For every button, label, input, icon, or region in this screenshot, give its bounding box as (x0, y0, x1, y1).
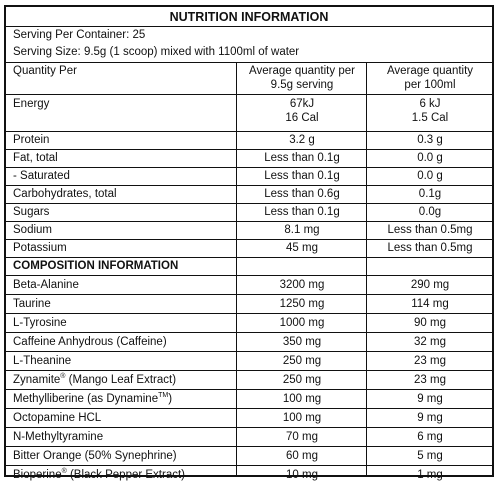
ingredient-per-serving: 250 mg (282, 374, 322, 386)
divider (6, 221, 492, 222)
nutrient-per-serving: 45 mg (286, 242, 318, 254)
ingredient-per-serving: 70 mg (286, 431, 318, 443)
ingredient-name: Methylliberine (as DynamineTM) (13, 392, 173, 405)
ingredient-per-100ml: 32 mg (414, 336, 446, 348)
ingredient-per-serving: 3200 mg (279, 279, 325, 291)
ingredient-per-serving: 100 mg (282, 412, 322, 424)
divider (6, 203, 492, 204)
ingredient-per-100ml: 114 mg (411, 298, 449, 310)
header-per-100ml: Average quantity per 100ml (368, 64, 492, 92)
divider (6, 351, 492, 352)
nutrient-name: - Saturated (13, 170, 70, 182)
divider (6, 275, 492, 276)
nutrient-per-serving: Less than 0.1g (264, 170, 340, 182)
serving-size: Serving Size: 9.5g (1 scoop) mixed with … (13, 46, 300, 58)
ingredient-name: Zynamite® (Mango Leaf Extract) (13, 373, 177, 386)
divider (6, 465, 492, 466)
ingredient-per-100ml: 6 mg (417, 431, 443, 443)
nutrient-per-serving: 8.1 mg (284, 224, 320, 236)
trademark-mark: TM (158, 392, 169, 400)
ingredient-per-serving: 60 mg (286, 450, 318, 462)
nutrient-name: Carbohydrates, total (13, 188, 117, 200)
nutrient-per-serving: 16 Cal (285, 112, 319, 124)
ingredient-name: Bitter Orange (50% Synephrine) (13, 450, 177, 462)
ingredient-name: L-Tyrosine (13, 317, 67, 329)
nutrient-name: Sodium (13, 224, 52, 236)
ingredient-per-100ml: 9 mg (417, 393, 443, 405)
divider (6, 131, 492, 132)
divider (6, 94, 492, 95)
nutrient-per-serving: 67kJ (289, 98, 315, 110)
ingredient-per-100ml: 23 mg (414, 374, 446, 386)
ingredient-per-100ml: 1 mg (417, 469, 443, 481)
divider (6, 294, 492, 295)
ingredient-per-100ml: 90 mg (414, 317, 446, 329)
divider (6, 257, 492, 258)
nutrient-per-100ml: 0.1g (418, 188, 442, 200)
divider (6, 313, 492, 314)
header-per-100ml-line1: Average quantity (386, 65, 474, 77)
ingredient-name: Taurine (13, 298, 51, 310)
ingredient-per-100ml: 9 mg (417, 412, 443, 424)
ingredient-name: Beta-Alanine (13, 279, 79, 291)
panel-title: NUTRITION INFORMATION (6, 7, 492, 27)
ingredient-per-serving: 100 mg (282, 393, 322, 405)
header-per-serving-line1: Average quantity per (249, 65, 355, 77)
divider (6, 408, 492, 409)
ingredient-name: Octopamine HCL (13, 412, 102, 424)
ingredient-per-100ml: 5 mg (417, 450, 443, 462)
nutrient-name: Fat, total (13, 152, 58, 164)
nutrient-per-serving: Less than 0.1g (264, 152, 340, 164)
divider (6, 332, 492, 333)
nutrient-name: Potassium (13, 242, 67, 254)
nutrient-name: Sugars (13, 206, 50, 218)
nutrient-per-100ml: 0.0 g (417, 170, 443, 182)
ingredient-name: N-Methyltyramine (13, 431, 104, 443)
nutrient-per-100ml: 1.5 Cal (411, 112, 449, 124)
ingredient-name: Caffeine Anhydrous (Caffeine) (13, 336, 167, 348)
nutrient-per-serving: Less than 0.6g (264, 188, 340, 200)
nutrition-panel: NUTRITION INFORMATION Serving Per Contai… (4, 5, 494, 481)
nutrient-name: Protein (13, 134, 50, 146)
divider (6, 149, 492, 150)
nutrient-per-100ml: 0.0 g (417, 152, 443, 164)
column-divider (236, 62, 237, 477)
nutrient-per-serving: Less than 0.1g (264, 206, 340, 218)
trademark-mark: ® (61, 468, 67, 476)
ingredient-name: L-Theanine (13, 355, 72, 367)
divider (6, 167, 492, 168)
divider (6, 62, 492, 63)
ingredient-name: Bioperine® (Black Pepper Extract) (13, 468, 185, 481)
divider (6, 389, 492, 390)
nutrient-per-100ml: Less than 0.5mg (387, 242, 473, 254)
header-quantity-per: Quantity Per (13, 65, 77, 77)
ingredient-per-100ml: 290 mg (410, 279, 450, 291)
ingredient-per-serving: 250 mg (282, 355, 322, 367)
nutrient-name: Energy (13, 98, 50, 110)
nutrient-per-100ml: 0.3 g (417, 134, 443, 146)
trademark-mark: ® (60, 373, 66, 381)
ingredient-per-100ml: 23 mg (414, 355, 446, 367)
composition-heading: COMPOSITION INFORMATION (13, 260, 179, 272)
column-divider (366, 62, 367, 477)
divider (6, 370, 492, 371)
header-per-serving: Average quantity per 9.5g serving (238, 64, 366, 92)
divider (6, 239, 492, 240)
nutrient-per-100ml: 0.0g (418, 206, 442, 218)
header-per-100ml-line2: per 100ml (404, 79, 456, 91)
serving-per-container: Serving Per Container: 25 (13, 29, 146, 41)
ingredient-per-serving: 350 mg (282, 336, 322, 348)
divider (6, 446, 492, 447)
nutrient-per-100ml: 6 kJ (419, 98, 441, 110)
nutrient-per-100ml: Less than 0.5mg (387, 224, 473, 236)
divider (6, 427, 492, 428)
ingredient-per-serving: 1000 mg (279, 317, 325, 329)
header-per-serving-line2: 9.5g serving (270, 79, 334, 91)
ingredient-per-serving: 10 mg (286, 469, 318, 481)
nutrient-per-serving: 3.2 g (289, 134, 315, 146)
ingredient-per-serving: 1250 mg (279, 298, 325, 310)
divider (6, 185, 492, 186)
